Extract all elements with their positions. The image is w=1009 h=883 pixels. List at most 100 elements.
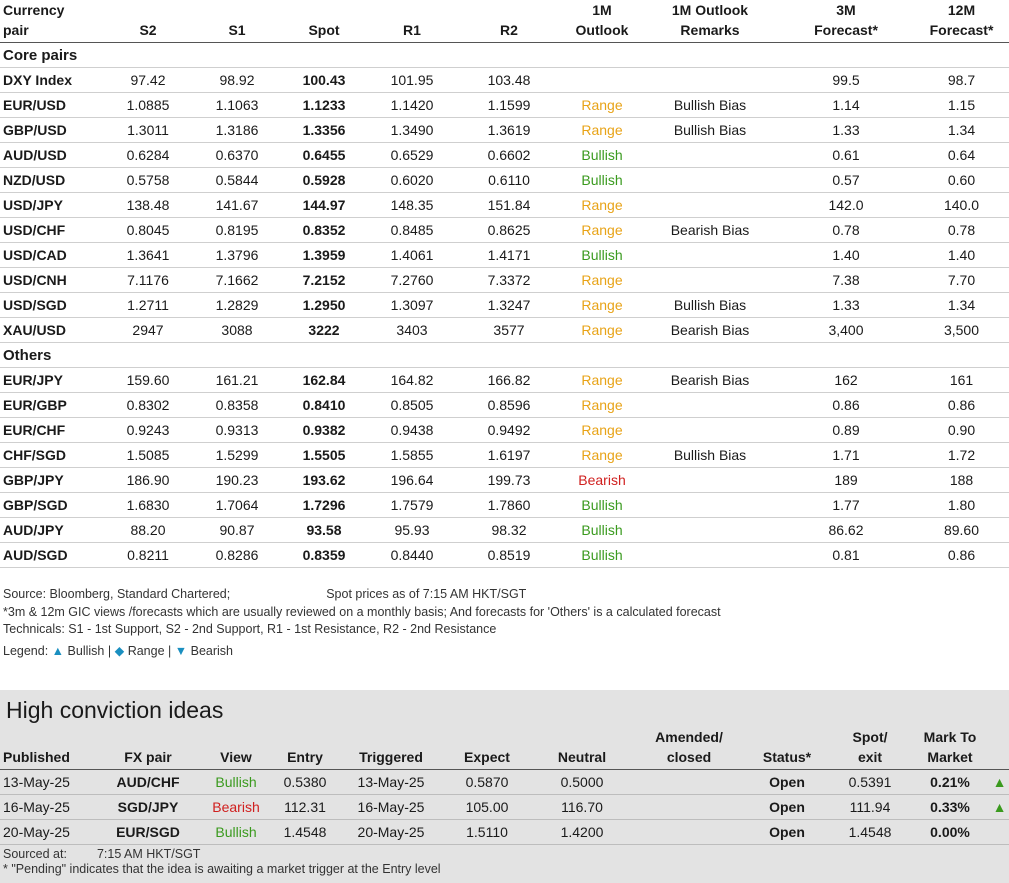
mark-to-market-cell: 0.21% [910,769,990,795]
r2-cell: 98.32 [456,517,562,543]
fx-technicals-section: Currency pair S2 S1 Spot R1 R2 1M Outlook … [0,0,1009,568]
sourced-time: 7:15 AM HKT/SGT [96,847,201,861]
r2-cell: 1.4171 [456,242,562,268]
triangle-down-icon: ▼ [174,643,188,658]
header-3m-forecast: 3M Forecast* [778,0,914,43]
view-cell: Bearish [200,794,272,820]
s2-cell: 0.8045 [102,217,194,243]
spot-cell: 0.8359 [280,542,368,568]
pair-cell: EUR/JPY [0,367,102,393]
technicals-note: Technicals: S1 - 1st Support, S2 - 2nd S… [3,622,497,636]
section-title: Core pairs [0,42,1009,68]
pair-cell: NZD/USD [0,167,102,193]
remark-cell [642,192,778,218]
trend-cell: ▲ [990,794,1009,820]
spot-time-text: Spot prices as of 7:15 AM HKT/SGT [326,587,527,601]
forecast-12m-cell: 1.34 [914,117,1009,143]
spot-cell: 0.5928 [280,167,368,193]
spot-cell: 1.3356 [280,117,368,143]
r2-cell: 151.84 [456,192,562,218]
remark-cell [642,542,778,568]
table-row: EUR/CHF 0.9243 0.9313 0.9382 0.9438 0.9492 Ran… [0,417,1009,443]
hc-table-row: 13-May-25 AUD/CHF Bullish 0.5380 13-May-25 0.… [0,769,1009,795]
s2-cell: 1.6830 [102,492,194,518]
r2-cell: 7.3372 [456,267,562,293]
neutral-cell: 1.4200 [530,819,634,845]
remark-cell [642,492,778,518]
spot-exit-cell: 1.4548 [830,819,910,845]
outlook-cell: Range [562,417,642,443]
spot-cell: 100.43 [280,67,368,93]
hc-header-neutral: Neutral [530,727,634,770]
table-row: EUR/GBP 0.8302 0.8358 0.8410 0.8505 0.8596 Ran… [0,392,1009,418]
neutral-cell: 116.70 [530,794,634,820]
mark-to-market-cell: 0.33% [910,794,990,820]
r2-cell: 1.6197 [456,442,562,468]
table-row: GBP/USD 1.3011 1.3186 1.3356 1.3490 1.3619 Ran… [0,117,1009,143]
r1-cell: 0.8440 [368,542,456,568]
pair-cell: USD/JPY [0,192,102,218]
source-line: Source: Bloomberg, Standard Chartered; Sp… [3,586,721,604]
forecast-12m-cell: 140.0 [914,192,1009,218]
entry-cell: 1.4548 [272,819,338,845]
pair-cell: USD/CAD [0,242,102,268]
fx-table-body: Core pairs DXY Index 97.42 98.92 100.43 101.9… [0,42,1009,568]
s2-cell: 1.3011 [102,117,194,143]
hc-header-mtm: Mark To Market [910,727,990,770]
spot-cell: 0.9382 [280,417,368,443]
sourced-line: Sourced at: 7:15 AM HKT/SGT [3,847,1009,862]
s1-cell: 0.6370 [194,142,280,168]
forecast-note: *3m & 12m GIC views /forecasts which are… [3,604,721,619]
neutral-cell: 0.5000 [530,769,634,795]
table-row: EUR/JPY 159.60 161.21 162.84 164.82 166.82 Ran… [0,367,1009,393]
remark-cell [642,417,778,443]
hc-header-pair: FX pair [96,727,200,770]
fx-technicals-table: Currency pair S2 S1 Spot R1 R2 1M Outlook … [0,0,1009,568]
r2-cell: 1.3247 [456,292,562,318]
s1-cell: 1.3186 [194,117,280,143]
remark-cell [642,267,778,293]
forecast-12m-cell: 161 [914,367,1009,393]
status-cell: Open [744,819,830,845]
s1-cell: 1.2829 [194,292,280,318]
remark-cell [642,142,778,168]
outlook-cell: Range [562,317,642,343]
s2-cell: 0.9243 [102,417,194,443]
high-conviction-panel: High conviction ideas Published FX pair … [0,690,1009,883]
outlook-cell: Bullish [562,242,642,268]
hc-table-row: 20-May-25 EUR/SGD Bullish 1.4548 20-May-25 1.… [0,819,1009,845]
forecast-12m-cell: 1.34 [914,292,1009,318]
header-12m-forecast: 12M Forecast* [914,0,1009,43]
forecast-3m-cell: 0.61 [778,142,914,168]
forecast-3m-cell: 0.86 [778,392,914,418]
pair-cell: EUR/GBP [0,392,102,418]
forecast-3m-cell: 86.62 [778,517,914,543]
outlook-cell: Range [562,192,642,218]
hc-table-row: 16-May-25 SGD/JPY Bearish 112.31 16-May-25 10… [0,794,1009,820]
r1-cell: 0.8485 [368,217,456,243]
forecast-12m-cell: 89.60 [914,517,1009,543]
forecast-12m-cell: 0.78 [914,217,1009,243]
outlook-cell: Range [562,267,642,293]
s1-cell: 141.67 [194,192,280,218]
triangle-up-icon: ▲ [992,799,1007,815]
outlook-cell: Range [562,292,642,318]
fx-pair-cell: AUD/CHF [96,769,200,795]
hc-header-row: Published FX pair View Entry Triggered E… [0,727,1009,770]
hc-table-body: 13-May-25 AUD/CHF Bullish 0.5380 13-May-25 0.… [0,769,1009,845]
pair-cell: USD/CNH [0,267,102,293]
table-row: USD/SGD 1.2711 1.2829 1.2950 1.3097 1.3247 Ran… [0,292,1009,318]
forecast-12m-cell: 1.80 [914,492,1009,518]
remark-cell: Bearish Bias [642,367,778,393]
outlook-cell [562,67,642,93]
outlook-cell: Range [562,92,642,118]
outlook-cell: Bullish [562,517,642,543]
fx-pair-cell: EUR/SGD [96,819,200,845]
remark-cell [642,392,778,418]
hc-header-amended: Amended/closed [634,727,744,770]
table-header-row: Currency pair S2 S1 Spot R1 R2 1M Outlook … [0,0,1009,43]
outlook-cell: Bullish [562,492,642,518]
outlook-cell: Range [562,217,642,243]
table-row: USD/JPY 138.48 141.67 144.97 148.35 151.84 Ran… [0,192,1009,218]
remark-cell [642,67,778,93]
